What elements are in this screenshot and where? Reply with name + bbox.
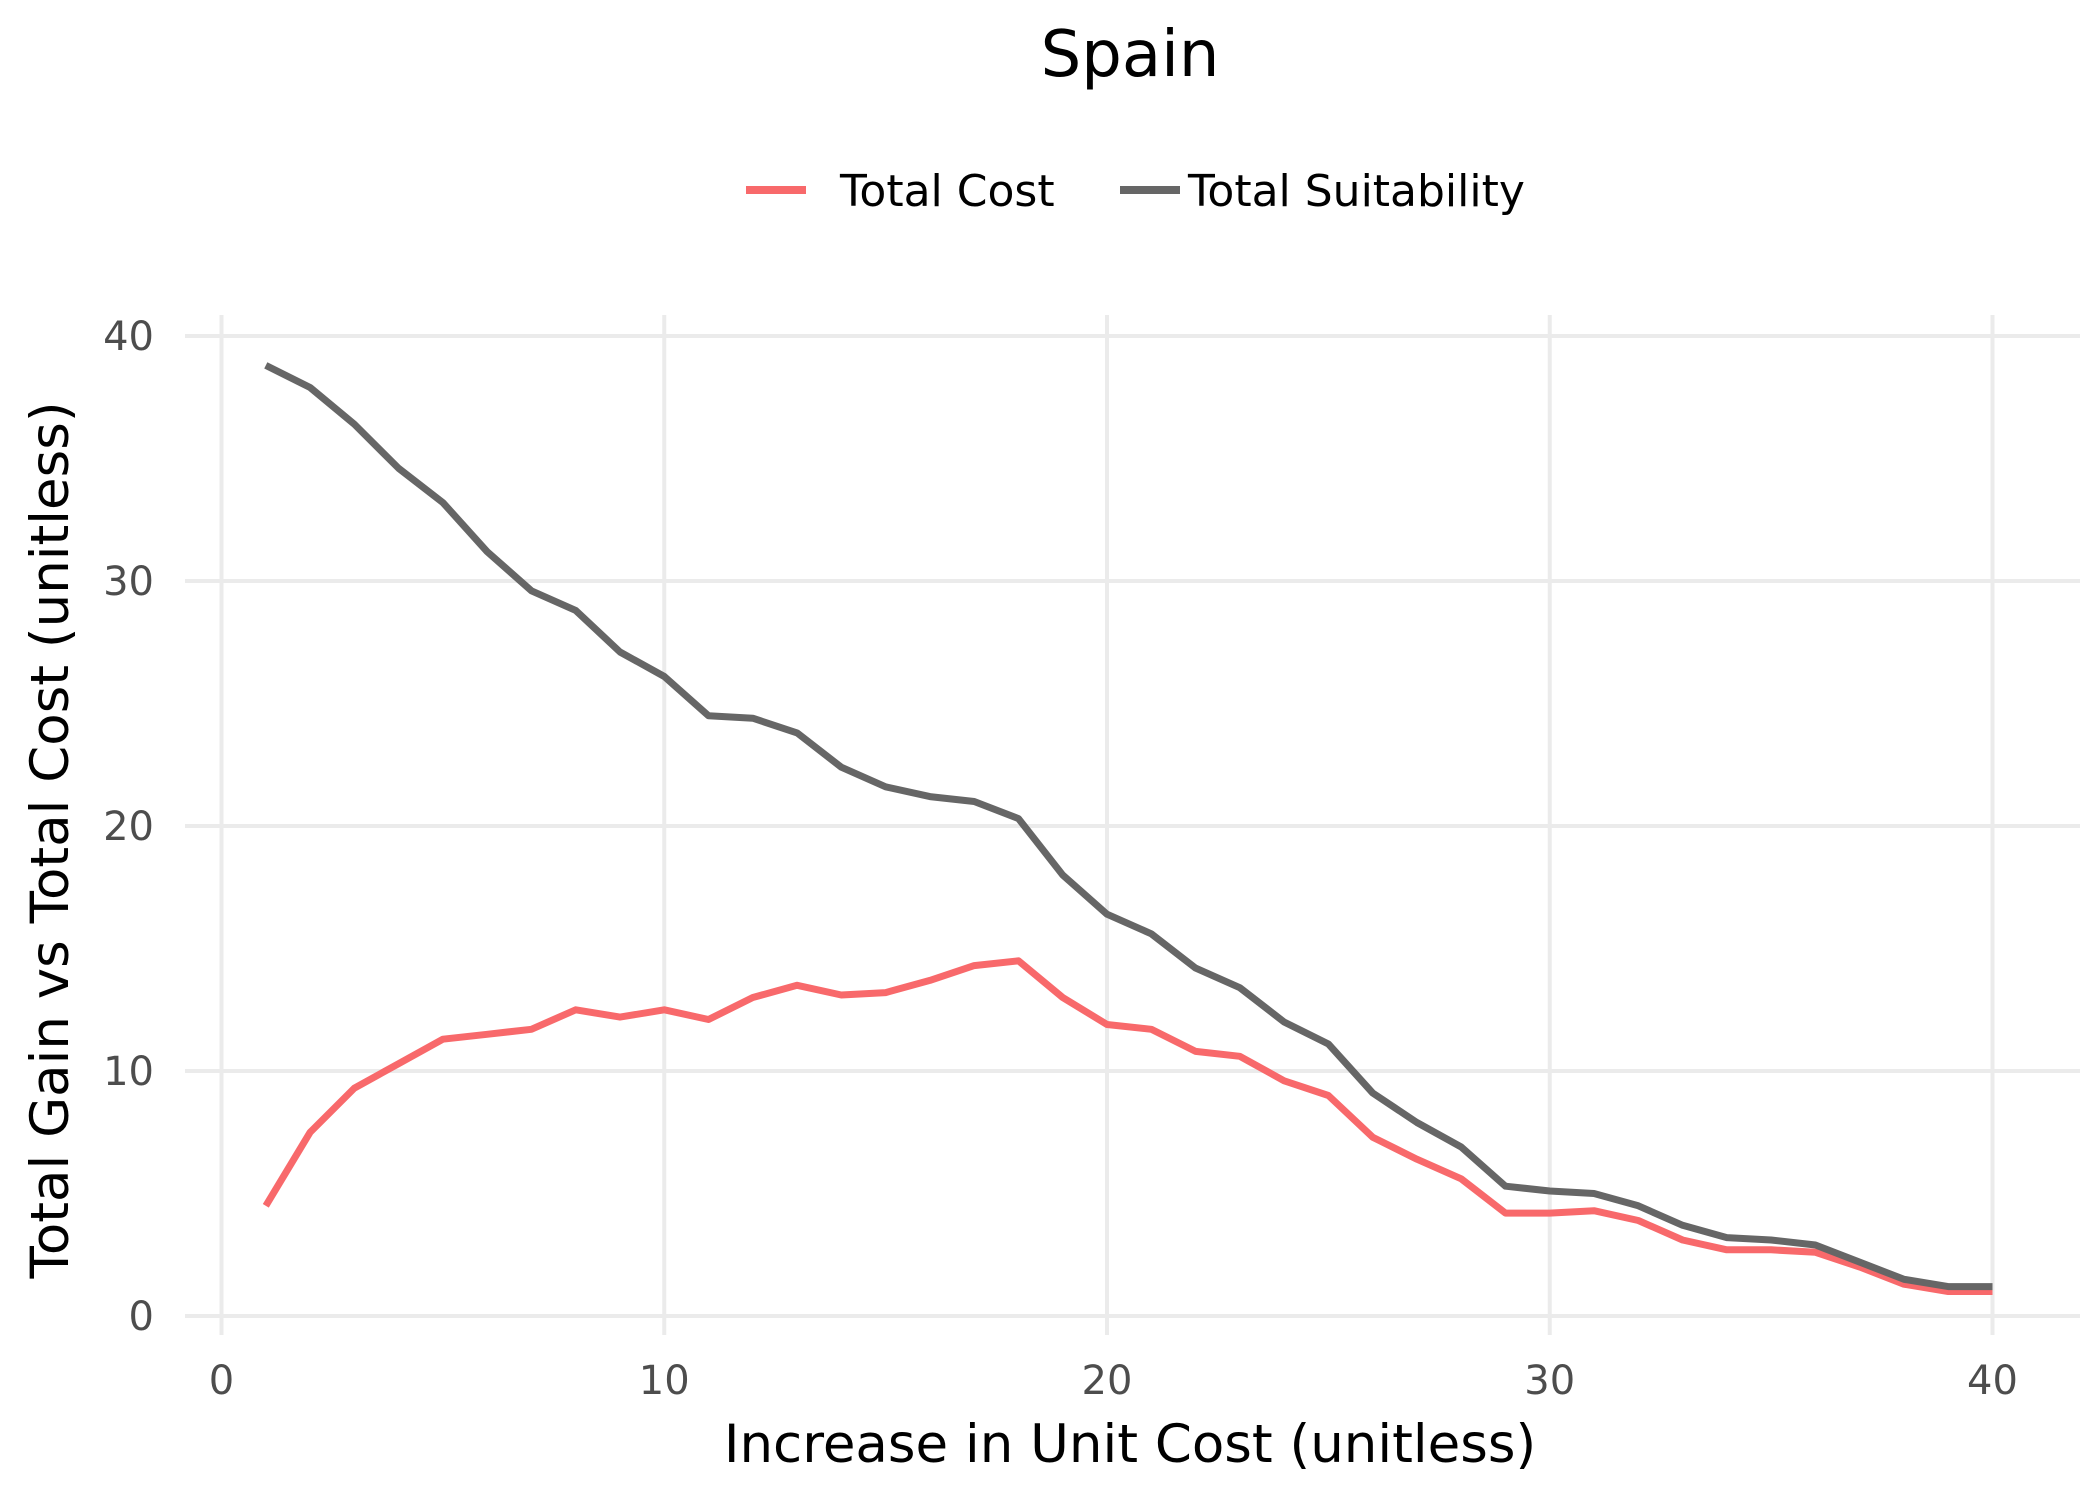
x-tick-label: 20 bbox=[1082, 1358, 1133, 1404]
legend: Total Cost Total Suitability bbox=[746, 166, 1525, 217]
x-tick-label: 40 bbox=[1967, 1358, 2018, 1404]
grid bbox=[185, 315, 2080, 1335]
series-line-total-cost bbox=[262, 957, 1993, 1295]
y-tick-label: 10 bbox=[103, 1049, 154, 1095]
x-tick-label: 0 bbox=[209, 1358, 234, 1404]
series-group bbox=[262, 362, 1993, 1295]
legend-label-total-cost: Total Cost bbox=[839, 166, 1055, 217]
y-axis-ticks: 0 10 20 30 40 bbox=[103, 314, 154, 1340]
x-axis-title: Increase in Unit Cost (unitless) bbox=[724, 1414, 1536, 1475]
x-axis-ticks: 0 10 20 30 40 bbox=[209, 1358, 2018, 1404]
y-tick-label: 20 bbox=[103, 804, 154, 850]
y-tick-label: 30 bbox=[103, 559, 154, 605]
series-line-total-suitability bbox=[264, 362, 1993, 1291]
x-tick-label: 10 bbox=[639, 1358, 690, 1404]
legend-label-total-suitability: Total Suitability bbox=[1187, 166, 1525, 217]
y-tick-label: 0 bbox=[129, 1294, 154, 1340]
y-tick-label: 40 bbox=[103, 314, 154, 360]
x-tick-label: 30 bbox=[1524, 1358, 1575, 1404]
chart-title: Spain bbox=[1041, 18, 1220, 92]
y-axis-title: Total Gain vs Total Cost (unitless) bbox=[20, 401, 81, 1279]
